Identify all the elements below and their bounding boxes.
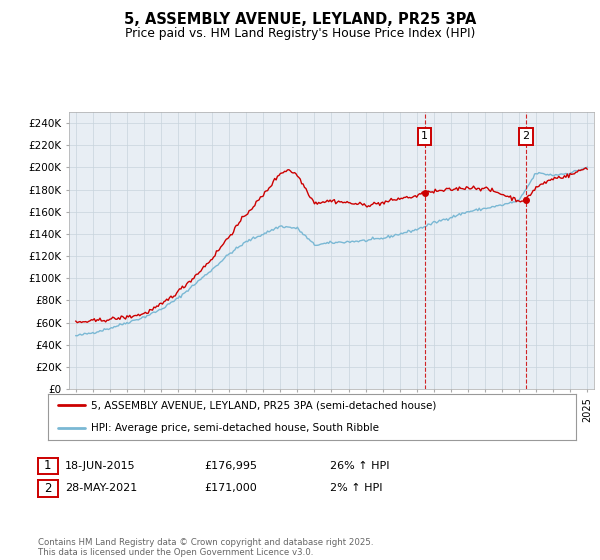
Text: 2% ↑ HPI: 2% ↑ HPI xyxy=(330,483,383,493)
Text: £171,000: £171,000 xyxy=(204,483,257,493)
Text: Price paid vs. HM Land Registry's House Price Index (HPI): Price paid vs. HM Land Registry's House … xyxy=(125,27,475,40)
Text: 18-JUN-2015: 18-JUN-2015 xyxy=(65,461,136,471)
Text: 2: 2 xyxy=(44,482,52,495)
Text: 2: 2 xyxy=(523,132,530,141)
Text: 28-MAY-2021: 28-MAY-2021 xyxy=(65,483,137,493)
Text: £176,995: £176,995 xyxy=(204,461,257,471)
Text: 1: 1 xyxy=(44,459,52,473)
Text: Contains HM Land Registry data © Crown copyright and database right 2025.
This d: Contains HM Land Registry data © Crown c… xyxy=(38,538,373,557)
Text: 5, ASSEMBLY AVENUE, LEYLAND, PR25 3PA (semi-detached house): 5, ASSEMBLY AVENUE, LEYLAND, PR25 3PA (s… xyxy=(91,400,437,410)
Text: HPI: Average price, semi-detached house, South Ribble: HPI: Average price, semi-detached house,… xyxy=(91,423,379,433)
Text: 26% ↑ HPI: 26% ↑ HPI xyxy=(330,461,389,471)
Text: 5, ASSEMBLY AVENUE, LEYLAND, PR25 3PA: 5, ASSEMBLY AVENUE, LEYLAND, PR25 3PA xyxy=(124,12,476,27)
Text: 1: 1 xyxy=(421,132,428,141)
